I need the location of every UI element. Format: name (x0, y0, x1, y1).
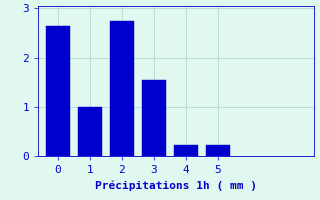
Bar (142, 80, 166, 156)
Bar (45, 26, 70, 156)
Bar (174, 145, 198, 156)
Bar (206, 145, 230, 156)
X-axis label: Précipitations 1h ( mm ): Précipitations 1h ( mm ) (95, 181, 257, 191)
Bar (78, 107, 102, 156)
Bar (110, 21, 134, 156)
